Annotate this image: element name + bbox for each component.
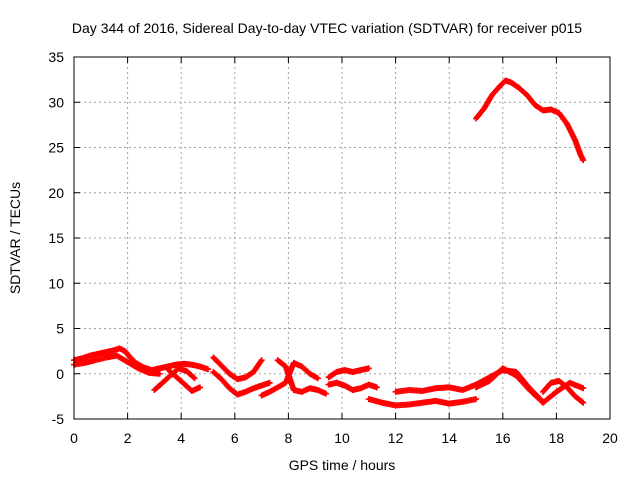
grid-lines [74,57,610,419]
data-point [205,366,211,373]
y-tick-label: 25 [48,140,64,156]
x-tick-label: 4 [177,430,185,446]
y-tick-label: 5 [56,321,64,337]
x-tick-label: 18 [549,430,565,446]
series-p015-j [325,379,380,394]
data-point [266,379,273,386]
x-tick-label: 0 [70,430,78,446]
series-p015-i [325,365,372,381]
data-point [580,385,587,392]
x-tick-label: 8 [285,430,293,446]
y-axis-label: SDTVAR / TECUs [7,182,23,294]
series-p015-l [392,367,544,403]
y-tick-label: 20 [48,185,64,201]
x-tick-label: 12 [388,430,404,446]
y-tick-label: 15 [48,230,64,246]
series-p015-d [164,366,203,394]
data-point [373,384,380,391]
series-p015-f [210,368,273,398]
x-tick-label: 2 [124,430,132,446]
y-tick-label: 10 [48,275,64,291]
data-point [156,370,163,377]
data-point [580,157,587,164]
series-p015-upper [473,77,587,164]
series-p015-k [365,396,479,409]
data-points [71,77,587,409]
data-point [365,365,372,372]
x-axis-label: GPS time / hours [289,457,396,473]
series-p015-m [473,365,587,406]
data-point [579,398,586,405]
series-p015-c [151,365,198,394]
series-p015-h [274,357,329,397]
y-tick-label: 30 [48,94,64,110]
chart-title: Day 344 of 2016, Sidereal Day-to-day VTE… [72,20,582,36]
series-p015-e [210,354,265,383]
x-tick-label: 14 [441,430,457,446]
data-point [196,384,203,391]
data-point [580,399,587,406]
data-point [191,375,198,382]
x-tick-label: 10 [334,430,350,446]
x-tick-label: 6 [231,430,239,446]
data-point [190,374,197,381]
y-tick-label: -5 [52,411,65,427]
axis-ticks: 0 2 4 6 8 10 12 14 16 18 20 -5 0 5 10 15 20 25 30 35 [48,49,618,446]
x-tick-label: 20 [602,430,618,446]
y-tick-label: 35 [48,49,64,65]
y-tick-label: 0 [56,366,64,382]
x-tick-label: 16 [495,430,511,446]
data-point [314,375,321,382]
data-point [258,357,265,364]
data-point [322,390,329,397]
data-point [473,396,479,403]
series-p015-n [540,377,587,406]
